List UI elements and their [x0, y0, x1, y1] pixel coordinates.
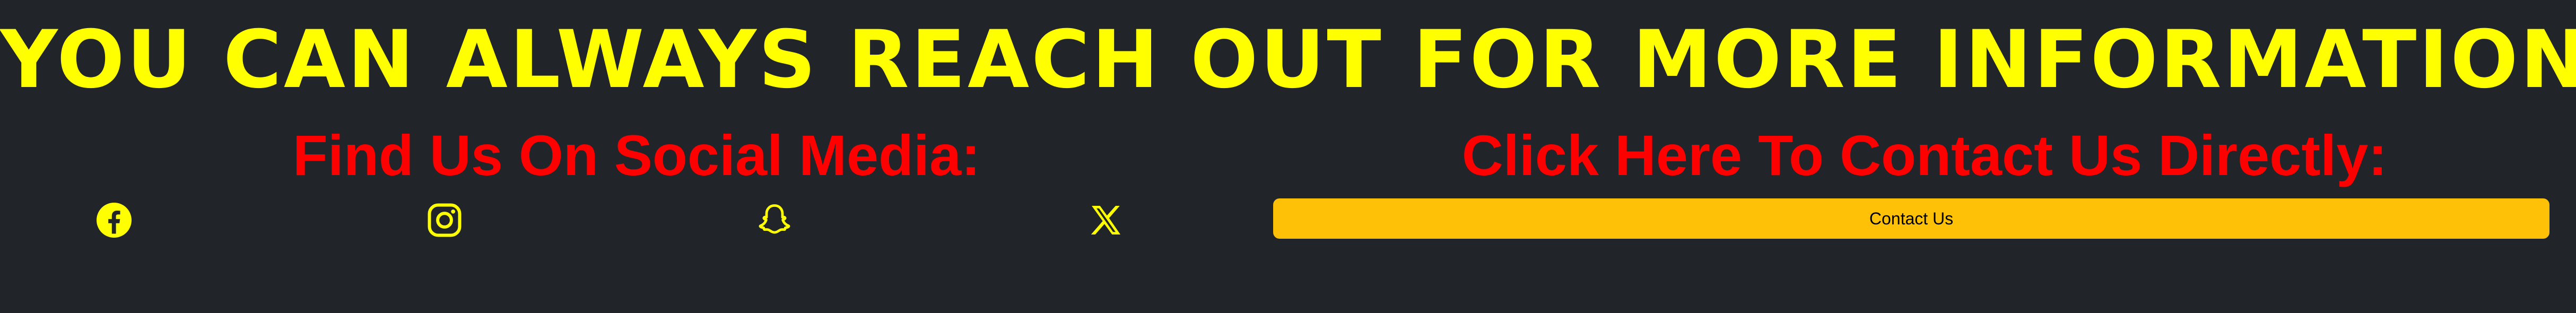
facebook-icon[interactable] — [93, 199, 135, 241]
snapchat-icon[interactable] — [753, 199, 796, 241]
page-headline: YOU CAN ALWAYS REACH OUT FOR MORE INFORM… — [0, 14, 2576, 106]
social-media-title: Find Us On Social Media: — [292, 123, 981, 187]
instagram-icon[interactable] — [423, 199, 466, 241]
contact-title: Click Here To Contact Us Directly: — [1461, 123, 2388, 187]
social-links — [0, 186, 1273, 255]
x-icon[interactable] — [1085, 199, 1127, 241]
contact-us-button[interactable]: Contact Us — [1273, 198, 2549, 239]
